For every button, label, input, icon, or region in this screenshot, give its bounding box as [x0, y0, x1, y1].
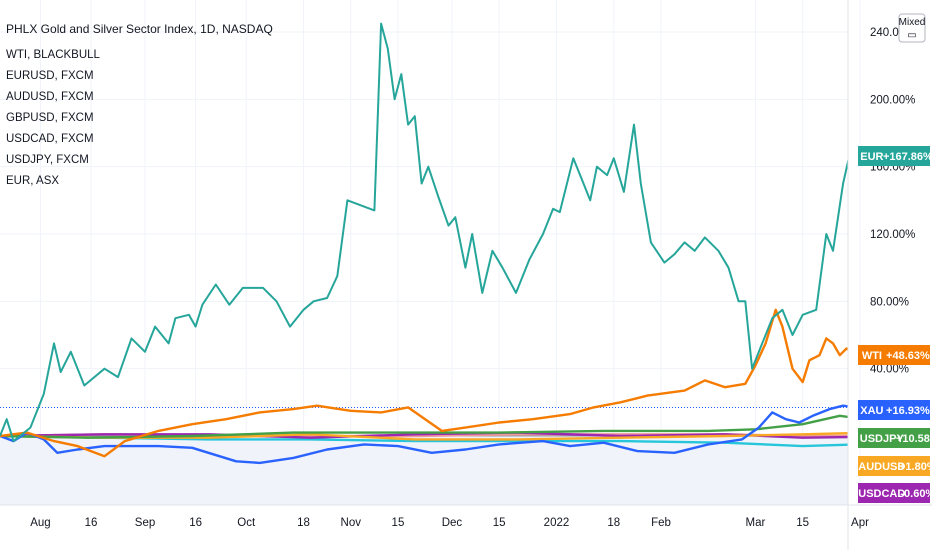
x-tick-label: 16 [85, 517, 98, 529]
badge-name: AUDUSD [858, 461, 905, 473]
badge-wti: WTI +48.63% [858, 345, 930, 365]
x-tick-label: 18 [297, 517, 310, 529]
badge-value: +16.93% [886, 405, 930, 417]
x-tick-label: Feb [651, 517, 671, 529]
x-tick-label: Sep [135, 517, 155, 529]
badge-value: +10.58% [896, 433, 932, 445]
badge-value: -0.60% [900, 488, 932, 500]
x-tick-label: 16 [189, 517, 202, 529]
legend-item[interactable]: GBPUSD, FXCM [6, 112, 94, 124]
legend: WTI, BLACKBULL EURUSD, FXCM AUDUSD, FXCM GB… [6, 49, 101, 187]
legend-item[interactable]: EUR, ASX [6, 175, 59, 187]
legend-item[interactable]: USDCAD, FXCM [6, 133, 94, 145]
legend-item[interactable]: AUDUSD, FXCM [6, 91, 94, 103]
series-line-wti [0, 308, 848, 458]
badge-value: +48.63% [886, 350, 930, 362]
scale-mode-button[interactable]: Mixed ▭ [898, 13, 926, 43]
x-axis: Aug 16 Sep 16 Oct 18 Nov 15 Dec 15 2022 18 Feb Mar 15 A… [30, 517, 869, 529]
y-tick-label: 120.00% [870, 229, 915, 241]
x-tick-label: 15 [392, 517, 405, 529]
badge-eur: EUR +167.86% [858, 146, 932, 166]
badge-value: +1.80% [899, 461, 932, 473]
x-tick-label: 15 [493, 517, 506, 529]
badge-name: EUR [860, 151, 883, 163]
badge-usdjpy: USDJPY+10.58% [858, 428, 932, 448]
x-tick-label: 2022 [544, 517, 570, 529]
legend-item[interactable]: WTI, BLACKBULL [6, 49, 101, 61]
baseline-fill [0, 436, 848, 505]
series-line-usdjpy [0, 414, 848, 439]
scale-mode-label: Mixed [899, 17, 926, 28]
badge-name: USDJPY [860, 433, 905, 445]
y-tick-label: 200.00% [870, 94, 915, 106]
x-tick-label: 15 [796, 517, 809, 529]
series-line-eur [0, 22, 848, 443]
last-value-badges: EUR +167.86% WTI +48.63% XAU +16.93% USDJPY+10… [858, 146, 932, 503]
x-tick-label: Oct [237, 517, 256, 529]
y-tick-label: 80.00% [870, 296, 909, 308]
x-tick-label: Dec [442, 517, 463, 529]
series-lines [0, 22, 848, 465]
badge-name: USDCAD [858, 488, 905, 500]
x-tick-label: Aug [30, 517, 50, 529]
badge-name: WTI [862, 350, 882, 362]
chart-title: PHLX Gold and Silver Sector Index, 1D, N… [6, 22, 273, 36]
x-tick-label: Nov [341, 517, 362, 529]
legend-item[interactable]: USDJPY, FXCM [6, 154, 89, 166]
below-baseline-area [0, 436, 848, 505]
x-tick-label: 18 [607, 517, 620, 529]
badge-xau: XAU +16.93% [858, 400, 930, 420]
badge-value: +167.86% [883, 151, 932, 163]
x-tick-label: Apr [851, 517, 869, 529]
badge-audusd: AUDUSD+1.80% [858, 456, 932, 476]
x-tick-label: Mar [746, 517, 766, 529]
badge-usdcad: USDCAD-0.60% [858, 483, 932, 503]
y-tick-label: 40.00% [870, 364, 909, 376]
scale-mode-icon: ▭ [907, 30, 916, 41]
badge-name: XAU [860, 405, 883, 417]
legend-item[interactable]: EURUSD, FXCM [6, 70, 94, 82]
